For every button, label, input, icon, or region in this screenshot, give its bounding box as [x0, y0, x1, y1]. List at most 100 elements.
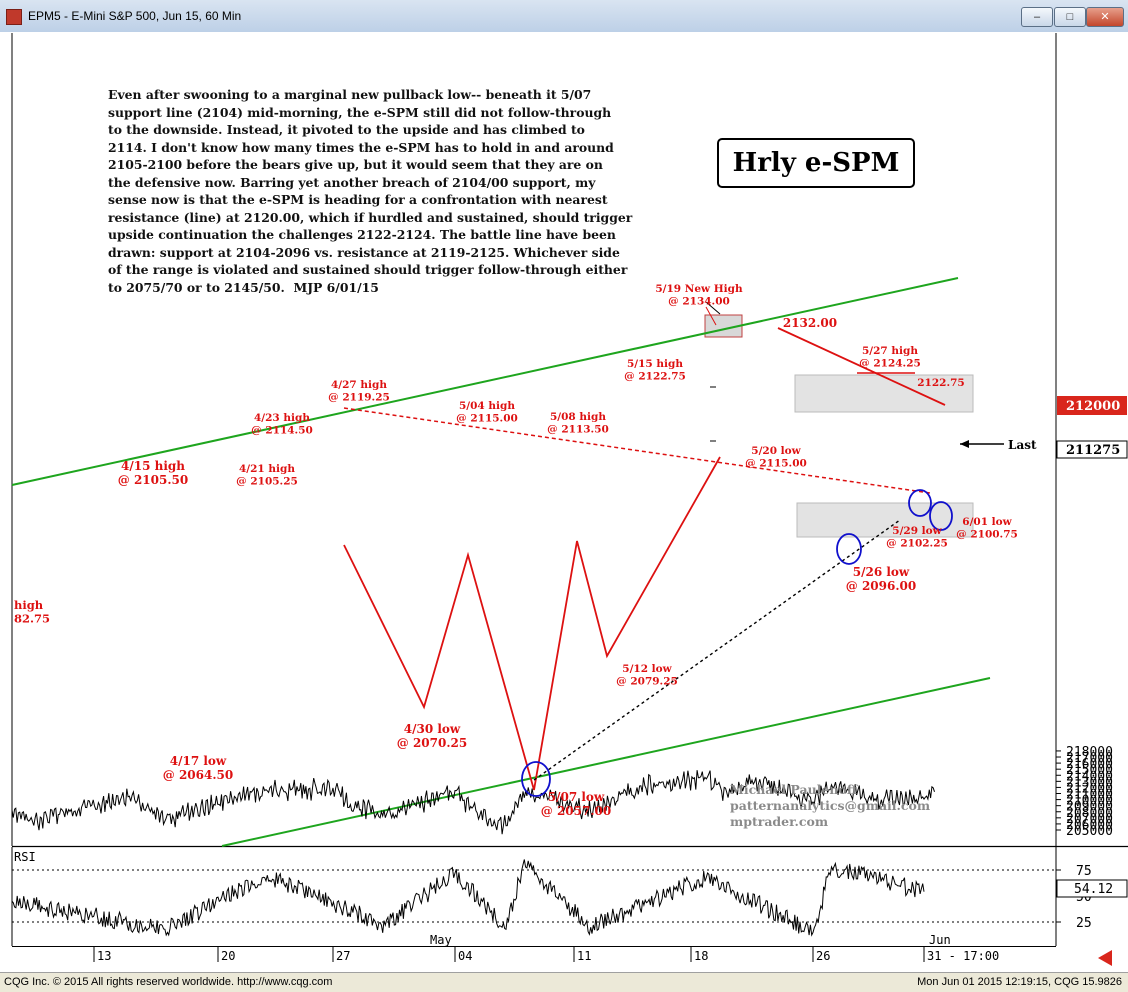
dashed-support-line [533, 519, 901, 781]
price-tick-label-9: 214000 [1066, 769, 1113, 784]
window-title: EPM5 - E-Mini S&P 500, Jun 15, 60 Min [28, 9, 242, 23]
annotation-label-6: 4/30 low [404, 722, 461, 736]
copyright-text: CQG Inc. © 2015 All rights reserved worl… [4, 976, 333, 988]
annotation-value-8: @ 2057.00 [541, 804, 611, 818]
commentary-text: Even after swooning to a marginal new pu… [108, 87, 633, 295]
annotation-label-13: 5/20 low [751, 445, 801, 457]
rsi-last-marker [1056, 879, 1128, 898]
downtrend-line [777, 327, 946, 406]
annotation-label-10: 5/12 low [622, 663, 672, 675]
status-bar: CQG Inc. © 2015 All rights reserved worl… [0, 972, 1128, 992]
price-tick-label-6: 211000 [1066, 788, 1113, 803]
price-tick-label-13: 218000 [1066, 745, 1113, 760]
annotation-value-3: @ 2105.25 [236, 476, 298, 488]
annotation-label-18: 5/29 low [892, 525, 942, 537]
price-tick-label-12: 217000 [1066, 751, 1113, 766]
annotation-value-4: @ 2114.50 [251, 425, 313, 437]
price-tick-label-10: 215000 [1066, 763, 1113, 778]
annotation-label-15: 5/26 low [853, 565, 910, 579]
author-watermark: Michael Paulenoff patternanalytics@gmail… [730, 782, 931, 829]
time-tick-label-5: 18 [694, 949, 708, 963]
resistance-zone [794, 374, 974, 413]
annotation-label-4: 4/23 high [254, 412, 310, 424]
time-tick-label-1: 20 [221, 949, 235, 963]
annotation-label-7: 5/04 high [459, 400, 515, 412]
price-tick-label-0: 205000 [1066, 824, 1113, 839]
time-axis: 13 20 27 04 11 18 26 31 - 17:00 May Jun [12, 933, 1056, 963]
annotation-label-19: 6/01 low [962, 516, 1012, 528]
rsi-last-value: 54.12 [1074, 882, 1113, 897]
annotation-value-5: @ 2119.25 [328, 392, 390, 404]
last-arrow-head [960, 440, 969, 448]
rsi-label: RSI [14, 850, 36, 864]
month-label-0: May [430, 933, 452, 947]
rsi-tick-label-0: 25 [1076, 916, 1092, 931]
last-label: Last [1008, 438, 1037, 452]
low-circle-0601 [929, 501, 953, 531]
annotation-label-8: 5/07 low [548, 790, 605, 804]
annotation-label-9: 5/08 high [550, 411, 606, 423]
annotation-value-10: @ 2079.25 [616, 676, 678, 688]
annotation-value-17: 2122.75 [917, 377, 965, 389]
price-tick-label-11: 216000 [1066, 757, 1113, 772]
annotation-label-12: 5/19 New High [655, 283, 743, 295]
price-panel: 2050002060002070002080002090002100002110… [11, 33, 1128, 946]
price-tick-label-1: 206000 [1066, 818, 1113, 833]
low-circle-0507 [521, 761, 551, 797]
rsi-panel: RSI 255075 54.12 [11, 847, 1128, 946]
rsi-series-line [11, 859, 925, 937]
time-tick-label-6: 26 [816, 949, 830, 963]
close-button[interactable]: ✕ [1086, 7, 1124, 27]
time-tick-label-2: 27 [336, 949, 350, 963]
price-series-line [11, 770, 935, 835]
annotation-value-11: @ 2122.75 [624, 371, 686, 383]
annotation-label-16: 5/27 high [862, 345, 918, 357]
time-tick-label-7: 31 - 17:00 [927, 949, 999, 963]
annotation-value-15: @ 2096.00 [846, 579, 916, 593]
channel-upper-line [11, 277, 959, 486]
annotation-label-5: 4/27 high [331, 379, 387, 391]
price-tick-label-8: 213000 [1066, 775, 1113, 790]
chart-title-box: Hrly e-SPM [717, 138, 915, 188]
annotation-value-0: 82.75 [14, 612, 50, 626]
annotation-value-6: @ 2070.25 [397, 736, 467, 750]
annotation-label-2: 4/17 low [170, 754, 227, 768]
annotation-label-1: 4/15 high [121, 459, 185, 473]
annotation-label-3: 4/21 high [239, 463, 295, 475]
annotation-value-1: @ 2105.50 [118, 473, 188, 487]
annotation-value-16: @ 2124.25 [859, 358, 921, 370]
annotation-value-2: @ 2064.50 [163, 768, 233, 782]
price-chart: 2050002060002070002080002090002100002110… [0, 32, 1128, 972]
timestamp-text: Mon Jun 01 2015 12:19:15, CQG 15.9826 [917, 976, 1122, 988]
current-level-marker [1057, 396, 1127, 415]
annotation-label-0: high [14, 598, 44, 612]
rsi-tick-label-2: 75 [1076, 864, 1092, 879]
annotation-value-7: @ 2115.00 [456, 413, 518, 425]
price-tick-label-5: 210000 [1066, 794, 1113, 809]
last-price-marker [1056, 440, 1128, 459]
price-tick-label-4: 209000 [1066, 800, 1113, 815]
minimize-button[interactable]: – [1021, 7, 1053, 27]
annotation-value-9: @ 2113.50 [547, 424, 609, 436]
annotation-value-13: @ 2115.00 [745, 458, 807, 470]
annotation-label-11: 5/15 high [627, 358, 683, 370]
time-tick-label-3: 04 [458, 949, 472, 963]
time-tick-label-0: 13 [97, 949, 111, 963]
scroll-left-arrow[interactable] [1098, 950, 1112, 966]
annotation-value-12: @ 2134.00 [668, 296, 730, 308]
maximize-button[interactable]: □ [1054, 7, 1086, 27]
price-tick-label-3: 208000 [1066, 806, 1113, 821]
price-axis: 2050002060002070002080002090002100002110… [1056, 745, 1113, 839]
annotation-value-14: 2132.00 [783, 316, 837, 330]
price-tick-label-2: 207000 [1066, 812, 1113, 827]
current-level-value: 212000 [1066, 399, 1120, 414]
low-circle-0529 [908, 489, 932, 517]
channel-lower-line [221, 677, 991, 847]
annotation-value-18: @ 2102.25 [886, 538, 948, 550]
price-tick-label-7: 212000 [1066, 781, 1113, 796]
app-icon [6, 9, 22, 25]
time-tick-label-4: 11 [577, 949, 591, 963]
annotation-value-19: @ 2100.75 [956, 529, 1018, 541]
low-circle-0526 [836, 533, 862, 565]
